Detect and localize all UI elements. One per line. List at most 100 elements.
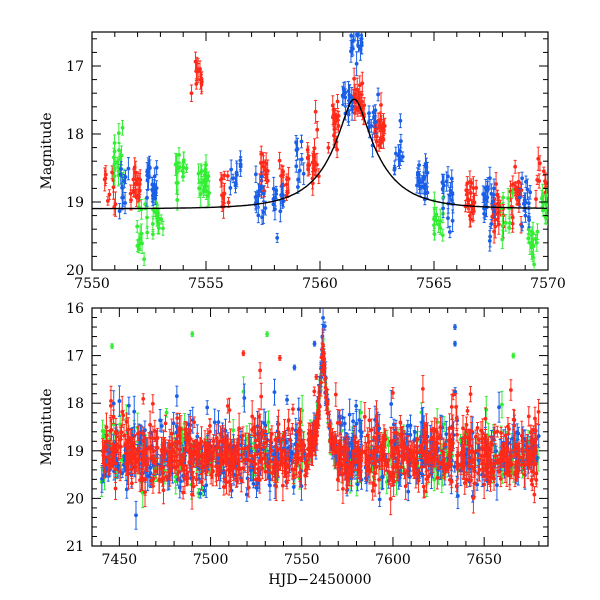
data-point [512,430,517,458]
data-point [333,433,338,451]
x-tick-label: 7570 [530,276,566,292]
data-point [536,146,541,171]
data-point [464,416,469,434]
data-point [510,423,515,454]
data-point [495,469,499,501]
data-point [538,155,542,172]
data-point [119,161,123,177]
data-point [192,416,197,429]
data-point [353,435,358,451]
data-point [164,407,169,418]
data-point [525,434,530,459]
data-point [534,189,538,209]
data-point [199,472,204,491]
data-point [326,142,331,154]
data-point [378,131,383,145]
data-point [372,465,377,481]
data-point [253,191,258,203]
data-point [400,151,405,163]
data-point [336,110,341,121]
y-tick-label: 20 [66,263,84,279]
data-point [448,474,452,486]
y-tick-label: 17 [66,349,84,365]
data-point [153,464,158,479]
data-point [194,61,199,82]
data-point [129,477,134,489]
data-point [154,160,159,176]
data-point [250,423,254,437]
data-point [293,460,297,480]
data-point [508,379,513,401]
data-point [118,435,122,460]
data-point [189,84,194,103]
data-point [153,185,158,201]
data-point [314,427,319,441]
data-point [367,458,372,485]
data-point [223,469,228,489]
data-point [500,442,505,463]
data-point [357,75,362,96]
data-point [126,157,131,181]
data-point [263,426,268,437]
data-point [404,452,409,462]
x-tick-label: 7650 [466,552,502,568]
data-point [475,443,480,459]
y-tick-label: 18 [66,127,84,143]
data-point [175,154,179,171]
data-point [141,430,146,452]
data-point [147,155,152,179]
data-point [436,455,441,470]
data-point [294,159,299,173]
data-point [102,447,106,458]
data-point [425,186,430,199]
data-point [322,353,327,384]
data-point [310,444,315,457]
data-point [242,383,247,413]
data-point [515,445,520,478]
x-tick-label: 7450 [102,552,138,568]
data-point [533,432,537,453]
data-point [134,500,138,530]
data-point [258,362,263,379]
x-tick-label: 7550 [284,552,320,568]
data-point [204,168,208,193]
data-point [328,429,332,454]
data-point [277,151,282,170]
data-point [172,455,177,468]
data-point [319,348,324,367]
data-point [210,465,215,479]
y-tick-label: 19 [66,195,84,211]
outlier-point [265,331,270,338]
data-point [469,415,473,448]
data-point [389,427,394,459]
data-point [258,413,262,442]
data-point [549,169,553,188]
data-point [181,151,186,173]
data-point [541,166,546,176]
data-point [442,173,446,198]
data-point [507,422,511,436]
data-point [272,378,277,406]
data-point [156,214,161,234]
outlier-point [190,331,195,338]
data-point [199,71,204,93]
data-point [403,472,408,500]
data-point [145,169,150,191]
data-point [421,171,426,187]
data-point [498,453,503,467]
data-point [373,109,378,135]
data-point [397,434,401,468]
data-point [407,469,412,485]
data-point [429,420,434,441]
data-point [510,188,515,198]
data-point [168,452,173,472]
data-point [533,233,538,245]
data-point [270,464,275,482]
data-point [175,457,180,476]
data-point [389,390,394,419]
data-point [137,180,142,202]
data-point [474,429,478,444]
data-point [246,444,251,476]
data-point [148,436,153,460]
